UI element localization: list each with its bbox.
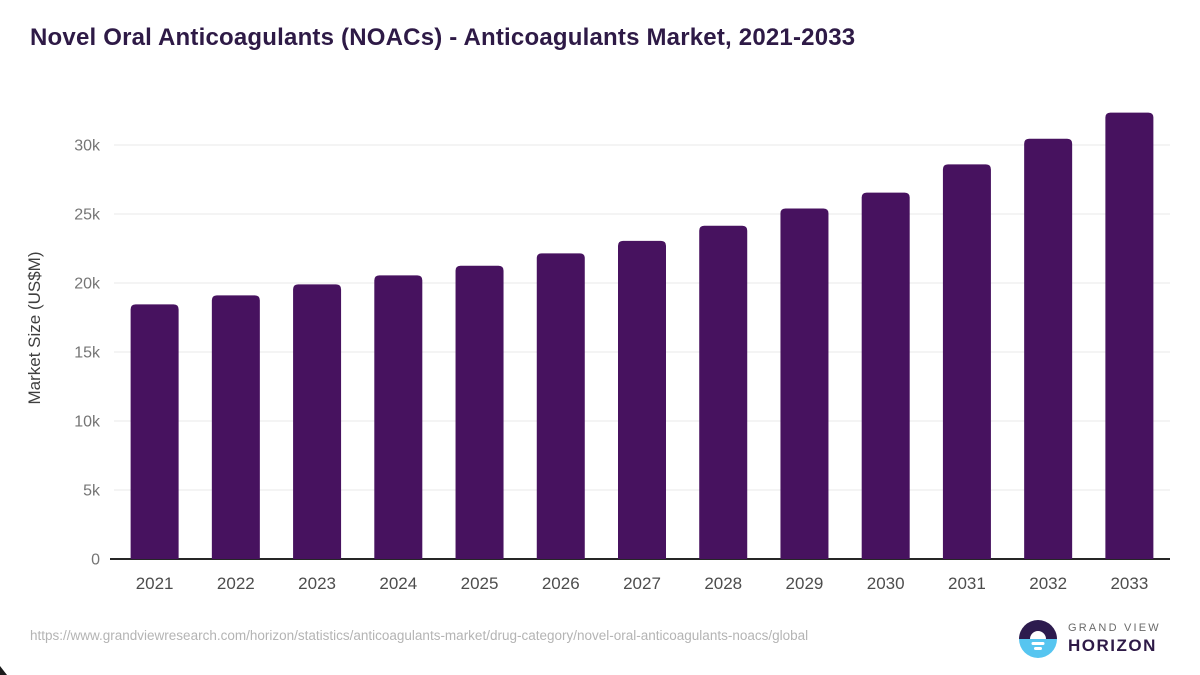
x-tick-2033: 2033 — [1110, 574, 1148, 593]
bar-2025[interactable] — [455, 265, 504, 559]
y-axis-title: Market Size (US$M) — [25, 251, 44, 404]
x-tick-2030: 2030 — [867, 574, 905, 593]
corner-artifact — [0, 666, 7, 675]
y-tick-25k: 25k — [74, 207, 101, 224]
x-tick-2021: 2021 — [136, 574, 174, 593]
horizon-sun-icon — [1019, 620, 1057, 658]
bar-2022[interactable] — [211, 295, 260, 559]
x-tick-2027: 2027 — [623, 574, 661, 593]
bar-2021[interactable] — [130, 304, 179, 559]
bar-2033[interactable] — [1105, 112, 1154, 559]
y-tick-0: 0 — [91, 552, 100, 569]
x-tick-2023: 2023 — [298, 574, 336, 593]
logo-product-name: HORIZON — [1068, 636, 1157, 655]
x-tick-2025: 2025 — [461, 574, 499, 593]
y-tick-10k: 10k — [74, 414, 101, 431]
bar-2028[interactable] — [699, 225, 748, 560]
x-tick-2031: 2031 — [948, 574, 986, 593]
bar-2024[interactable] — [374, 275, 423, 559]
bar-2029[interactable] — [780, 208, 829, 560]
bar-2031[interactable] — [942, 164, 991, 559]
x-tick-2028: 2028 — [704, 574, 742, 593]
bar-2032[interactable] — [1024, 138, 1073, 560]
bar-2023[interactable] — [293, 284, 342, 559]
source-url: https://www.grandviewresearch.com/horizo… — [30, 628, 809, 643]
x-tick-2032: 2032 — [1029, 574, 1067, 593]
x-tick-2029: 2029 — [786, 574, 824, 593]
grandview-horizon-logo: GRAND VIEW HORIZON — [1019, 620, 1161, 658]
bar-2026[interactable] — [536, 253, 585, 559]
logo-text: GRAND VIEW HORIZON — [1068, 622, 1161, 656]
x-tick-2022: 2022 — [217, 574, 255, 593]
logo-brand-name: GRAND VIEW — [1068, 622, 1161, 634]
bar-2030[interactable] — [861, 192, 910, 560]
y-tick-5k: 5k — [83, 483, 101, 500]
y-tick-30k: 30k — [74, 138, 101, 155]
y-tick-20k: 20k — [74, 276, 101, 293]
x-tick-2024: 2024 — [379, 574, 417, 593]
x-tick-2026: 2026 — [542, 574, 580, 593]
y-tick-15k: 15k — [74, 345, 101, 362]
bar-2027[interactable] — [618, 240, 666, 559]
page-title: Novel Oral Anticoagulants (NOACs) - Anti… — [30, 24, 856, 51]
